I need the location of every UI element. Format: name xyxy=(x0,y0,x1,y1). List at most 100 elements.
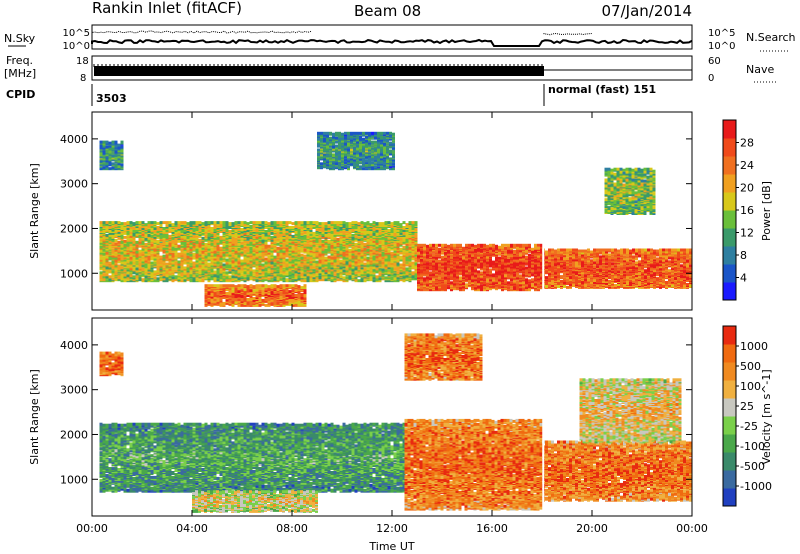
power-cell xyxy=(108,236,112,240)
power-cell xyxy=(99,241,103,245)
power-cell xyxy=(246,227,250,230)
power-cell xyxy=(297,224,301,227)
power-cell xyxy=(321,260,325,264)
power-cell xyxy=(201,254,205,258)
power-cell xyxy=(159,255,163,259)
power-cell xyxy=(294,246,298,250)
power-cell xyxy=(102,225,106,228)
power-cell xyxy=(402,236,406,240)
power-cell xyxy=(195,223,199,227)
power-cell xyxy=(162,279,166,283)
power-cell xyxy=(327,233,331,237)
power-cell xyxy=(288,279,292,283)
power-cell xyxy=(252,273,256,277)
power-cell xyxy=(228,232,232,236)
power-cell xyxy=(342,259,346,263)
power-cell xyxy=(393,279,397,283)
power-cell xyxy=(408,254,412,258)
power-cell xyxy=(303,234,307,238)
power-cell xyxy=(105,275,109,279)
power-cell xyxy=(126,259,130,263)
power-cell xyxy=(231,222,235,226)
power-cell xyxy=(264,231,268,235)
power-cell xyxy=(150,223,154,227)
power-cell xyxy=(102,235,106,239)
power-cell xyxy=(432,284,435,288)
power-cell xyxy=(132,222,136,226)
power-cell xyxy=(396,276,400,280)
power-cell xyxy=(213,221,217,225)
power-cell xyxy=(366,227,370,230)
power-cell xyxy=(360,269,364,273)
power-cell xyxy=(345,256,349,260)
power-cell xyxy=(192,236,196,240)
nsky-label: N.Sky xyxy=(4,32,36,45)
nsearch-trace xyxy=(91,30,593,36)
power-cell xyxy=(363,268,367,272)
power-cell xyxy=(165,233,169,237)
power-cell xyxy=(294,249,298,253)
power-cell xyxy=(138,227,142,230)
power-cell xyxy=(390,228,394,231)
power-cell xyxy=(369,271,373,275)
power-cell xyxy=(249,225,253,228)
power-cell xyxy=(270,249,274,253)
power-cell xyxy=(339,242,343,246)
power-cell xyxy=(153,232,157,236)
power-cell xyxy=(351,252,355,256)
power-cell xyxy=(195,240,199,244)
power-cell xyxy=(261,278,265,282)
power-cell xyxy=(408,262,412,266)
power-cell xyxy=(291,222,295,226)
power-cell xyxy=(183,276,187,280)
power-cell xyxy=(216,241,220,245)
power-cell xyxy=(246,263,250,267)
power-cell xyxy=(282,238,286,242)
power-cell xyxy=(354,260,358,264)
power-cell xyxy=(381,232,385,236)
power-cell xyxy=(366,245,370,249)
power-cell xyxy=(375,222,379,226)
power-cell xyxy=(426,258,429,262)
freq-frame xyxy=(91,55,693,81)
power-cell xyxy=(396,241,400,245)
power-cell xyxy=(207,262,211,266)
power-cell xyxy=(234,258,238,262)
power-cell xyxy=(126,236,130,240)
power-cell xyxy=(162,221,166,225)
power-cell xyxy=(126,243,130,247)
power-cell xyxy=(216,258,220,262)
freq-unit: [MHz] xyxy=(4,67,36,80)
power-cell xyxy=(126,276,130,280)
power-cell xyxy=(174,224,178,227)
power-cell xyxy=(384,257,388,261)
power-cell xyxy=(276,228,280,231)
nsearch-max-tick: 10^5 xyxy=(708,28,735,39)
power-cell xyxy=(324,256,328,260)
power-cell xyxy=(111,265,115,269)
power-cell xyxy=(231,233,235,237)
power-cell xyxy=(216,265,220,269)
power-cell xyxy=(147,223,151,227)
power-cell xyxy=(312,276,316,280)
power-cell xyxy=(249,246,253,250)
power-cell xyxy=(339,221,343,225)
power-cell xyxy=(357,229,361,232)
power-cell xyxy=(342,276,346,280)
power-cell xyxy=(114,264,118,268)
power-cell xyxy=(282,243,286,247)
power-cell xyxy=(180,273,184,277)
power-cell xyxy=(132,227,136,230)
power-cell xyxy=(333,253,337,257)
power-cell xyxy=(423,252,426,256)
power-cell xyxy=(306,256,310,260)
power-cell xyxy=(111,233,115,237)
power-cell xyxy=(123,235,127,239)
power-cell xyxy=(237,279,241,283)
power-cell xyxy=(135,250,139,254)
power-cell xyxy=(390,247,394,251)
power-cell xyxy=(99,264,103,268)
power-cell xyxy=(102,273,106,277)
power-cell xyxy=(399,236,403,240)
